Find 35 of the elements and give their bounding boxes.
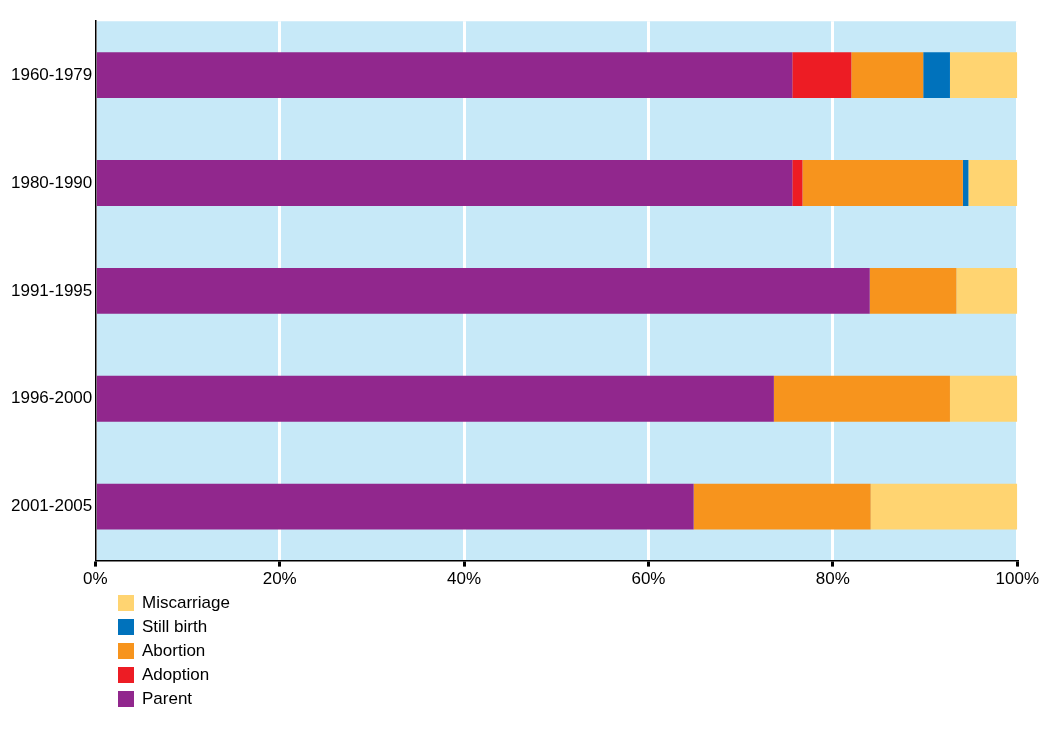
- bar: [802, 160, 963, 206]
- bar: [693, 483, 871, 530]
- legend-label: Adoption: [142, 665, 210, 685]
- bar: [956, 267, 1018, 314]
- bar: [869, 267, 957, 314]
- bar: [870, 483, 1018, 530]
- bar: [96, 160, 793, 206]
- bar: [968, 160, 1018, 206]
- bar: [949, 375, 1018, 422]
- bar: [96, 483, 694, 530]
- legend-label: Still birth: [142, 617, 208, 637]
- bar: [949, 52, 1018, 99]
- legend-label: Miscarriage: [142, 593, 230, 613]
- bar: [792, 52, 852, 99]
- bar: [96, 52, 793, 99]
- y-tick-label: 1991-1995: [10, 280, 93, 300]
- x-tick-label: 100%: [995, 569, 1039, 589]
- bar: [962, 160, 969, 206]
- bar: [923, 52, 950, 99]
- y-tick-label: 1996-2000: [10, 388, 93, 408]
- x-tick-label: 20%: [262, 569, 297, 589]
- x-tick-label: 80%: [815, 569, 850, 589]
- legend-label: Parent: [142, 689, 193, 709]
- y-tick-label: 1980-1990: [10, 172, 93, 192]
- x-tick-label: 40%: [447, 569, 482, 589]
- y-tick-label: 2001-2005: [10, 496, 93, 516]
- x-tick-label: 60%: [631, 569, 666, 589]
- bar: [96, 267, 870, 314]
- bar: [773, 375, 950, 422]
- x-tick-label: 0%: [83, 569, 108, 589]
- bar: [851, 52, 924, 99]
- bar: [792, 160, 803, 206]
- bar: [96, 375, 774, 422]
- legend-label: Abortion: [142, 641, 206, 661]
- y-tick-label: 1960-1979: [10, 64, 93, 84]
